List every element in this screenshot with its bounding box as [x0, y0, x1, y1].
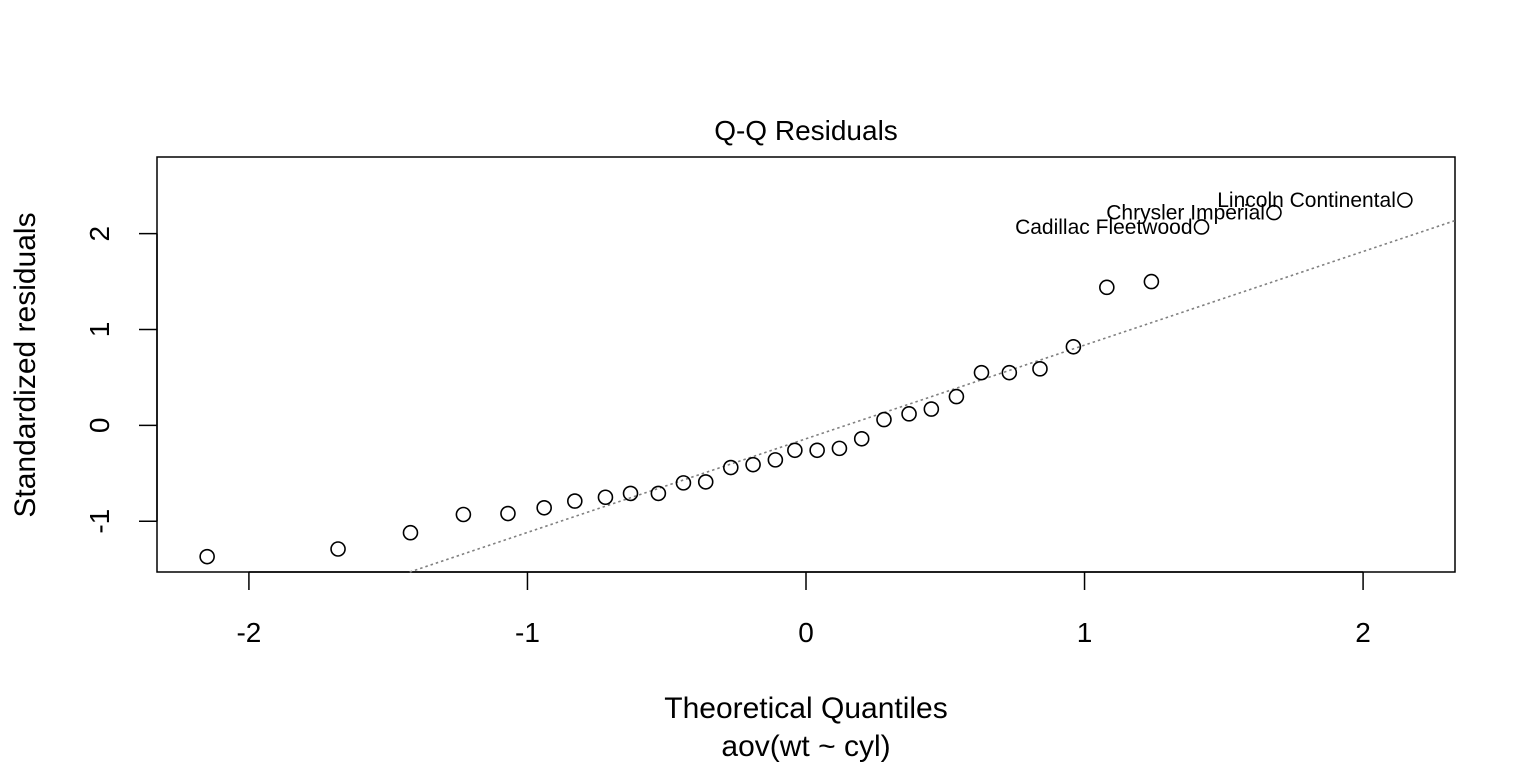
data-point	[330, 541, 346, 557]
data-point	[948, 388, 965, 405]
reference-line	[409, 219, 1456, 573]
data-point	[809, 442, 825, 459]
data-point	[622, 485, 639, 502]
y-tick-label: 2	[84, 226, 115, 242]
data-point	[1397, 192, 1413, 208]
data-point	[536, 499, 552, 516]
y-tick-label: 1	[84, 322, 115, 338]
x-axis-title: Theoretical Quantiles	[664, 692, 947, 725]
data-point	[745, 456, 761, 473]
x-tick-label: -1	[515, 617, 540, 648]
data-point	[787, 442, 803, 459]
data-point	[1143, 273, 1160, 290]
chart-subtitle: aov(wt ~ cyl)	[721, 730, 890, 763]
data-point	[722, 459, 739, 476]
data-point	[567, 493, 583, 509]
data-point	[1099, 279, 1115, 296]
point-label: Lincoln Continental	[1217, 189, 1396, 212]
data-point	[876, 411, 892, 428]
data-point	[675, 475, 692, 491]
data-point	[455, 506, 472, 523]
data-point	[500, 505, 516, 522]
data-point	[923, 401, 940, 417]
y-axis: -1 0 1 2	[84, 226, 158, 534]
data-point	[973, 364, 990, 381]
data-point	[597, 489, 614, 506]
data-point	[831, 440, 848, 457]
data-point	[1001, 364, 1018, 381]
data-point	[199, 548, 215, 565]
data-point	[697, 474, 714, 490]
x-tick-label: 0	[798, 617, 814, 648]
data-point	[650, 485, 667, 502]
point-label: Cadillac Fleetwood	[1015, 216, 1192, 239]
data-point	[767, 452, 784, 468]
data-points	[199, 192, 1413, 565]
data-point	[901, 406, 917, 422]
data-point	[402, 524, 419, 541]
x-tick-label: -2	[236, 617, 261, 648]
x-axis: -2 -1 0 1 2	[236, 571, 1371, 648]
x-tick-label: 2	[1355, 617, 1371, 648]
x-tick-label: 1	[1077, 617, 1093, 648]
data-point	[1266, 204, 1282, 221]
y-axis-title: Standardized residuals	[9, 212, 42, 517]
y-tick-label: 0	[84, 418, 115, 434]
data-point	[853, 430, 870, 447]
chart-title: Q-Q Residuals	[714, 115, 898, 146]
data-point	[1193, 219, 1210, 235]
data-point	[1065, 338, 1082, 355]
y-tick-label: -1	[84, 509, 115, 534]
data-point	[1032, 361, 1048, 377]
point-label: Chrysler Imperial	[1106, 202, 1265, 225]
